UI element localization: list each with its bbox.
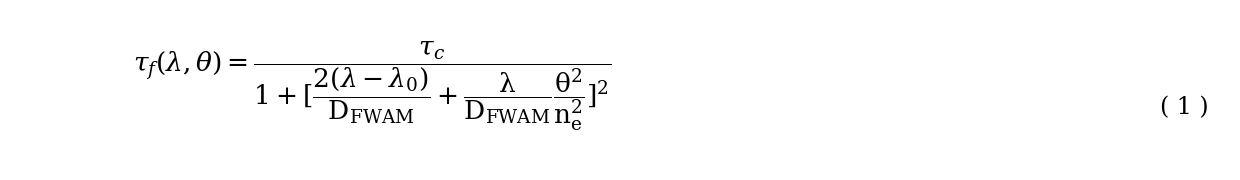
Text: $\tau_{f}(\lambda,\theta)=\dfrac{\tau_{c}}{1+[\dfrac{2(\lambda-\lambda_{0})}{\rm: $\tau_{f}(\lambda,\theta)=\dfrac{\tau_{c…: [133, 39, 611, 133]
Text: ( 1 ): ( 1 ): [1159, 96, 1209, 120]
